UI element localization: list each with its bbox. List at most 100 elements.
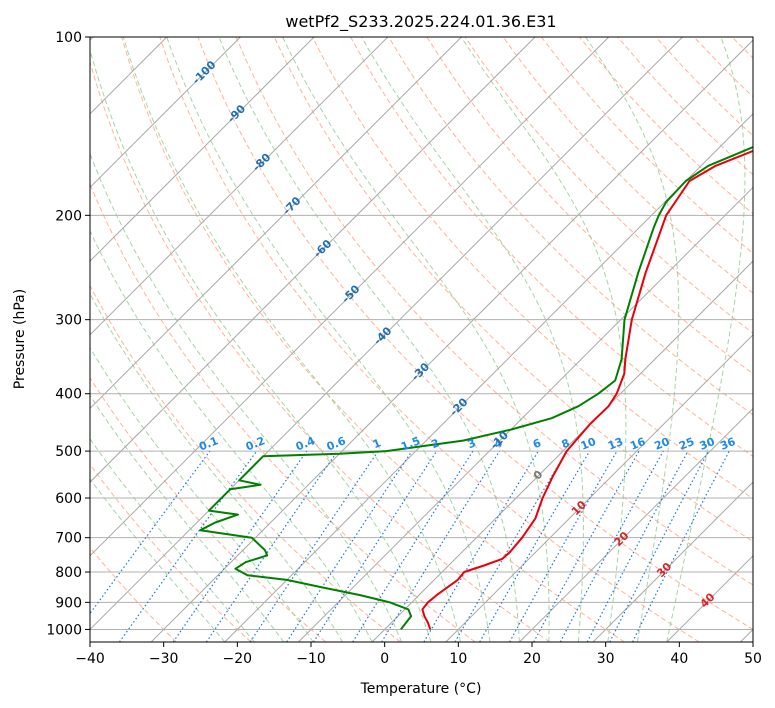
x-tick-label: 40 (670, 651, 688, 667)
isotherm-line (445, 334, 753, 642)
moist-adiabat-line (218, 37, 520, 642)
moist-adiabat-line (282, 37, 550, 642)
chart-title: wetPf2_S233.2025.224.01.36.E31 (285, 12, 556, 32)
mixing-ratio-line (286, 450, 413, 642)
moist-adiabat-line (90, 394, 285, 642)
x-tick-label: −10 (296, 651, 326, 667)
mixing-ratio-label: 20 (652, 435, 671, 453)
moist-adiabat-line (90, 48, 432, 642)
isotherm-line (90, 37, 683, 631)
x-tick-label: 30 (597, 651, 615, 667)
x-tick-label: −30 (149, 651, 179, 667)
isotherm-line (592, 481, 753, 642)
mixing-ratio-line (533, 450, 640, 642)
dry-adiabat-line (159, 37, 700, 642)
mixing-ratio-label: 8 (560, 436, 572, 451)
mixing-ratio-line (559, 450, 664, 642)
moist-adiabat-line (122, 37, 461, 642)
mixing-ratio-label: 30 (698, 435, 717, 453)
dry-adiabat-line (90, 546, 177, 642)
mixing-ratio-label: 2 (429, 436, 441, 451)
dry-adiabat-line (121, 37, 625, 642)
y-axis-label: Pressure (hPa) (12, 289, 28, 389)
y-tick-label: 900 (55, 595, 82, 611)
isotherm-line (90, 37, 610, 557)
x-tick-label: 10 (449, 651, 467, 667)
x-tick-label: −20 (223, 651, 253, 667)
y-tick-label: 800 (55, 565, 82, 581)
moist-adiabat-line (90, 292, 344, 642)
isotherms (90, 37, 753, 642)
moist-adiabat-line (666, 37, 746, 642)
mixing-ratio-line (312, 450, 438, 642)
mixing-ratio-line (249, 450, 379, 642)
dry-adiabat-line (90, 463, 252, 642)
dry-adiabat-line (90, 60, 551, 642)
y-tick-label: 700 (55, 531, 82, 547)
y-tick-label: 100 (55, 30, 82, 46)
mixing-ratio-line (119, 450, 258, 642)
isotherm-line (90, 37, 241, 189)
isotherm-line (298, 186, 753, 642)
mixing-ratio-label: 25 (677, 435, 696, 453)
mixing-ratio-lines (90, 450, 730, 642)
moist-adiabat-line (585, 37, 680, 642)
y-tick-label: 200 (55, 208, 82, 224)
plot-frame (89, 36, 754, 643)
isotherm-line (519, 407, 753, 642)
isotherm-line (150, 39, 753, 642)
dry-adiabat-line (502, 37, 753, 294)
moist-adiabat-line (90, 229, 373, 642)
y-tick-label: 400 (55, 387, 82, 403)
y-tick-label: 500 (55, 444, 82, 460)
moist-adiabat-line (361, 37, 584, 642)
isotherm-line (90, 37, 536, 483)
x-tick-label: 50 (744, 651, 762, 667)
mixing-ratio-label: 36 (718, 435, 737, 453)
mixing-ratio-label: 16 (628, 435, 647, 453)
isotherm-line (90, 37, 462, 410)
dry-adiabat-line (235, 37, 753, 586)
mixing-ratio-line (509, 450, 618, 642)
moist-adiabats (90, 37, 746, 642)
mixing-ratio-label: 3 (466, 436, 478, 451)
y-tick-label: 300 (55, 313, 82, 329)
mixing-ratio-line (632, 450, 730, 642)
line-labels: 0.1 0.2 0.4 0.6 1 1.5 2 3 4 6 8 10 13 16 20 25 30 36-100-… (190, 58, 738, 610)
moist-adiabat-line (460, 37, 627, 642)
dry-adiabat-line (426, 37, 753, 375)
mixing-ratio-line (381, 450, 501, 642)
mixing-ratio-label: 1 (371, 436, 383, 451)
moist-adiabat-line (90, 152, 403, 642)
isotherm-line (90, 37, 315, 262)
plot-area (90, 37, 753, 642)
dry-adiabat-line (90, 182, 476, 642)
y-tick-label: 600 (55, 491, 82, 507)
dry-adiabat-line (388, 37, 753, 416)
mixing-ratio-label: 13 (606, 435, 625, 453)
y-tick-label: 1000 (46, 622, 82, 638)
x-axis-ticks: −40 −30 −20 −10 0 10 20 30 40 50 (75, 642, 762, 667)
mixing-ratio-line (205, 450, 338, 642)
moist-adiabat-line (166, 37, 491, 642)
profile-series (199, 146, 753, 631)
dry-adiabat-line (90, 376, 327, 642)
x-tick-label: 20 (523, 651, 541, 667)
y-axis-ticks: 100 200 300 400 500 600 700 800 900 1000 (46, 30, 90, 638)
mixing-ratio-line (172, 450, 308, 642)
x-axis-label: Temperature (°C) (360, 681, 482, 697)
moist-adiabat-line (90, 346, 314, 642)
x-tick-label: −40 (75, 651, 105, 667)
dry-adiabat-line (311, 37, 753, 500)
dewpoint-profile-line (199, 146, 753, 631)
isotherm-line (90, 37, 389, 336)
mixing-ratio-line (90, 450, 211, 615)
isotherm-line (371, 260, 753, 642)
isotherm-line (224, 113, 753, 642)
temperature-profile-line (421, 149, 753, 630)
mixing-ratio-label: 10 (579, 435, 598, 453)
pressure-gridlines (90, 37, 753, 630)
x-tick-label: 0 (380, 651, 389, 667)
